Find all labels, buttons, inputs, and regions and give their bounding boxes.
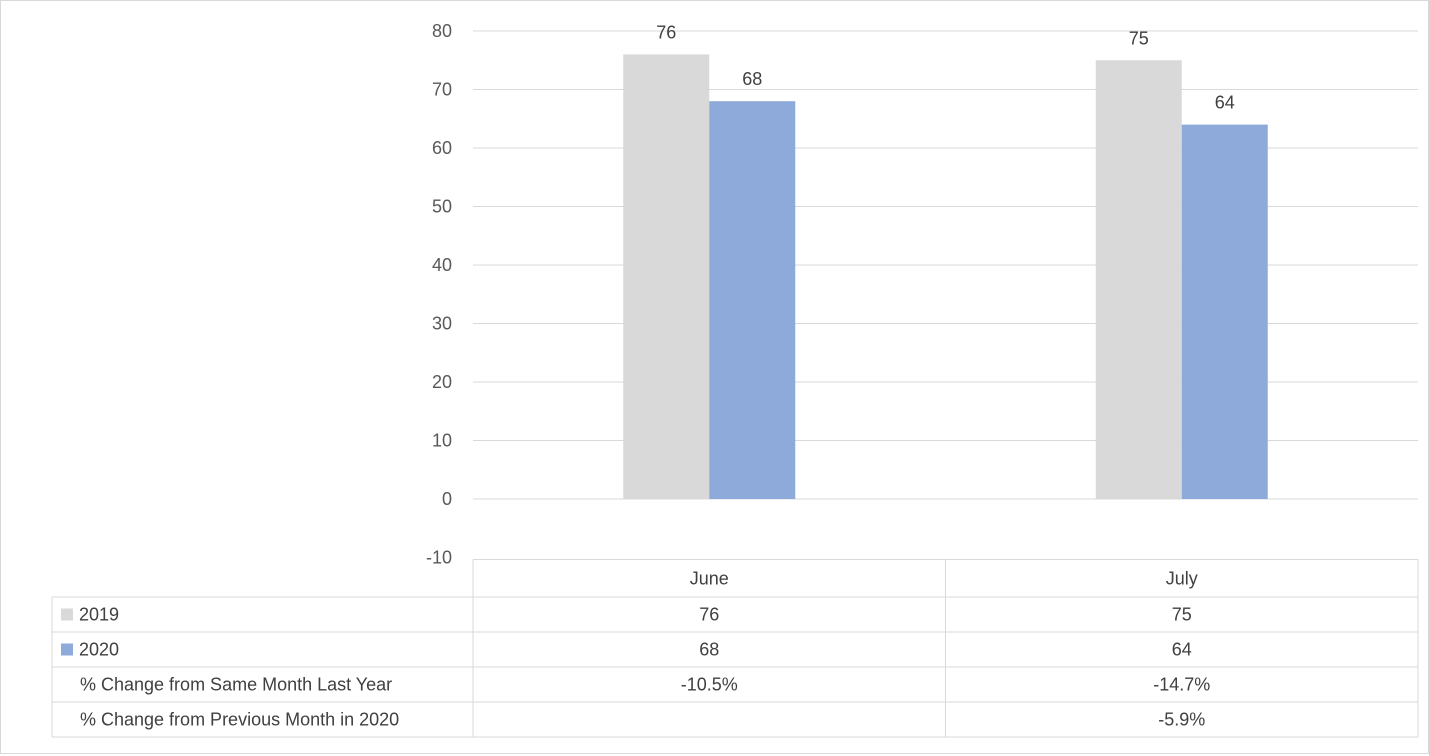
- y-tick-label: 80: [432, 21, 452, 41]
- y-tick-label: 70: [432, 80, 452, 100]
- table-cell: -5.9%: [1158, 710, 1205, 730]
- category-label: June: [690, 568, 729, 588]
- bar-2020-June: [709, 101, 796, 499]
- bar-2019-June: [623, 54, 710, 500]
- table-row-label: % Change from Same Month Last Year: [80, 675, 392, 695]
- table-row-label: 2019: [79, 605, 119, 625]
- table-cell: 76: [699, 605, 719, 625]
- y-tick-label: 10: [432, 431, 452, 451]
- table-cell: -10.5%: [681, 675, 738, 695]
- legend-key-2019: [61, 608, 73, 621]
- y-tick-label: 0: [442, 489, 452, 509]
- data-label: 75: [1129, 28, 1149, 48]
- table-row-label: 2020: [79, 640, 119, 660]
- y-tick-label: 60: [432, 138, 452, 158]
- data-label: 76: [656, 22, 676, 42]
- legend-key-2020: [61, 643, 73, 656]
- y-tick-label: 40: [432, 255, 452, 275]
- data-label: 64: [1215, 93, 1235, 113]
- y-tick-label: 50: [432, 197, 452, 217]
- bar-2020-July: [1181, 124, 1268, 499]
- bar-2019-July: [1095, 60, 1182, 499]
- table-cell: 64: [1172, 640, 1192, 660]
- category-label: July: [1166, 568, 1198, 588]
- y-tick-label: 30: [432, 314, 452, 334]
- table-cell: 68: [699, 640, 719, 660]
- table-row-label: % Change from Previous Month in 2020: [80, 710, 399, 730]
- table-cell: -14.7%: [1153, 675, 1210, 695]
- table-cell: 75: [1172, 605, 1192, 625]
- y-tick-label: 20: [432, 372, 452, 392]
- y-tick-label: -10: [426, 548, 452, 568]
- data-label: 68: [742, 69, 762, 89]
